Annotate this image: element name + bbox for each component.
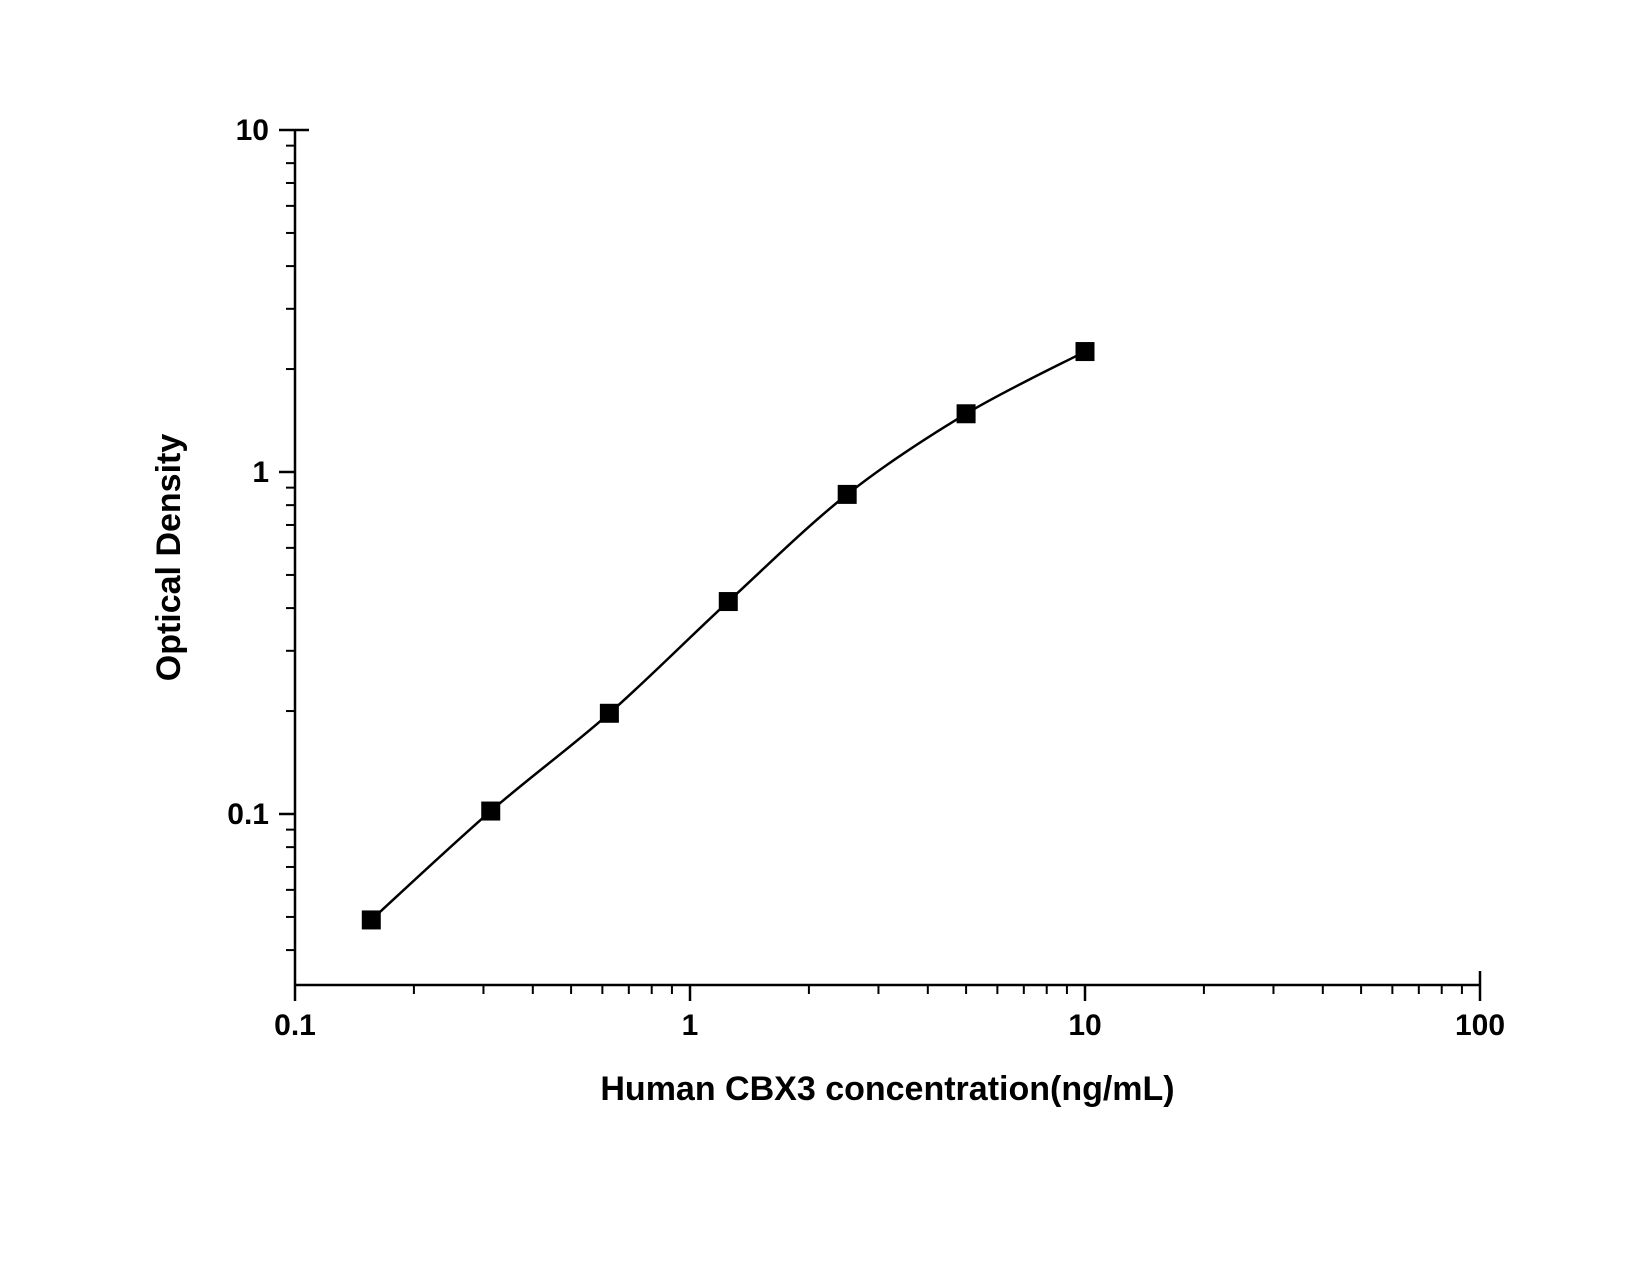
x-tick-label: 10 [1068,1009,1101,1042]
chart-container: 0.1 1 10 100 0.1 1 10 Human CBX3 concentration(… [140,90,1540,1190]
data-curve [371,352,1085,920]
data-marker [1076,343,1094,361]
y-axis-label: Optical Density [150,434,188,682]
x-axis-label: Human CBX3 concentration(ng/mL) [600,1070,1174,1108]
data-marker [362,911,380,929]
data-marker [600,704,618,722]
y-tick-label: 10 [236,114,269,147]
x-tick-label: 100 [1455,1009,1505,1042]
chart-svg: 0.1 1 10 100 0.1 1 10 Human CBX3 concentration(… [140,90,1540,1190]
data-marker [482,802,500,820]
x-tick-label: 0.1 [274,1009,316,1042]
data-marker [957,405,975,423]
y-tick-label: 1 [252,456,269,489]
data-marker [838,485,856,503]
y-tick-label: 0.1 [227,798,269,831]
data-marker [719,593,737,611]
x-tick-label: 1 [682,1009,699,1042]
